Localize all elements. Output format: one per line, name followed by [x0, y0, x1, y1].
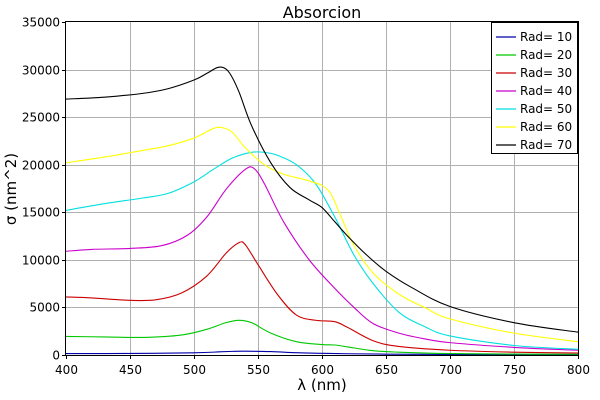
y-tick-label: 5000	[29, 301, 60, 315]
x-tick-label: 400	[55, 363, 78, 377]
series-line-2	[65, 319, 579, 355]
x-tick-label: 650	[375, 363, 398, 377]
y-tick-label: 25000	[22, 111, 60, 125]
y-tick-label: 0	[52, 349, 60, 363]
y-ticks: 0 5000 10000 15000 20000 25000 30000 35000	[22, 16, 66, 363]
x-tick-label: 600	[311, 363, 334, 377]
y-tick-label: 20000	[22, 159, 60, 173]
series-line-6	[65, 126, 579, 343]
series-line-4	[65, 166, 579, 351]
y-tick-label: 10000	[22, 254, 60, 268]
chart-title: Absorcion	[283, 3, 362, 22]
x-tick-label: 750	[503, 363, 526, 377]
legend: Rad= 10 Rad= 20 Rad= 30 Rad= 40 Rad= 50 Rad= …	[491, 22, 578, 154]
y-axis-label: σ (nm^2)	[2, 153, 20, 225]
x-tick-label: 550	[247, 363, 270, 377]
series-lines	[65, 66, 579, 356]
legend-label: Rad= 40	[520, 84, 572, 98]
series-line-1	[65, 350, 579, 356]
legend-label: Rad= 60	[520, 120, 572, 134]
legend-label: Rad= 50	[520, 102, 572, 116]
series-line-5	[65, 151, 579, 350]
legend-label: Rad= 30	[520, 66, 572, 80]
y-tick-label: 30000	[22, 64, 60, 78]
legend-label: Rad= 70	[520, 138, 572, 152]
x-ticks: 400 450 500 550 600 650 700 750 800	[55, 355, 590, 377]
y-tick-label: 35000	[22, 16, 60, 30]
x-tick-label: 800	[567, 363, 590, 377]
x-tick-label: 450	[119, 363, 142, 377]
series-line-3	[65, 241, 579, 354]
x-tick-label: 700	[439, 363, 462, 377]
legend-label: Rad= 10	[520, 30, 572, 44]
y-tick-label: 15000	[22, 206, 60, 220]
x-axis-label: λ (nm)	[297, 376, 346, 394]
legend-box	[491, 22, 578, 154]
x-tick-label: 500	[183, 363, 206, 377]
legend-label: Rad= 20	[520, 48, 572, 62]
series-line-7	[65, 66, 579, 333]
